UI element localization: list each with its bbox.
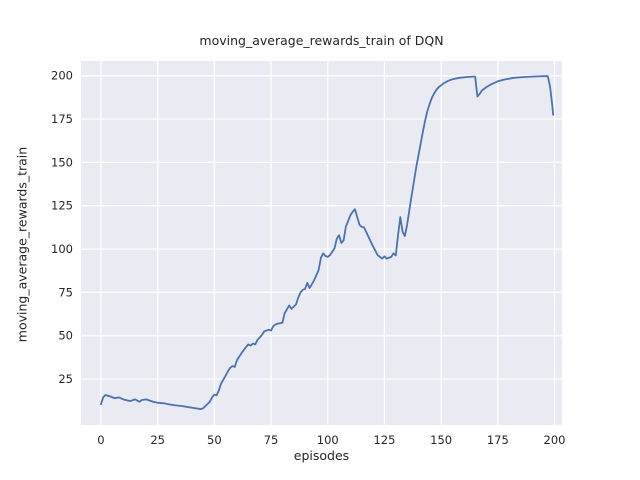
x-tick-label: 0 xyxy=(97,433,104,447)
y-tick-label: 100 xyxy=(51,242,73,256)
x-tick-label: 25 xyxy=(150,433,165,447)
y-tick-label: 175 xyxy=(51,112,73,126)
x-tick-label: 75 xyxy=(264,433,279,447)
x-tick-label: 125 xyxy=(373,433,395,447)
series-line xyxy=(100,75,555,410)
x-tick-label: 200 xyxy=(544,433,566,447)
y-tick-label: 200 xyxy=(51,69,73,83)
plot-area xyxy=(81,61,562,425)
y-tick-label: 50 xyxy=(58,329,73,343)
x-tick-label: 50 xyxy=(207,433,222,447)
x-tick-label: 175 xyxy=(487,433,509,447)
y-tick-label: 150 xyxy=(51,155,73,169)
x-axis-label: episodes xyxy=(293,448,350,463)
y-tick-label: 75 xyxy=(58,285,73,299)
x-tick-label: 150 xyxy=(430,433,452,447)
y-tick-label: 25 xyxy=(58,372,73,386)
y-tick-label: 125 xyxy=(51,199,73,213)
y-axis-label: moving_average_rewards_train xyxy=(14,146,30,343)
chart-title: moving_average_rewards_train of DQN xyxy=(199,33,444,48)
x-tick-label: 100 xyxy=(317,433,339,447)
